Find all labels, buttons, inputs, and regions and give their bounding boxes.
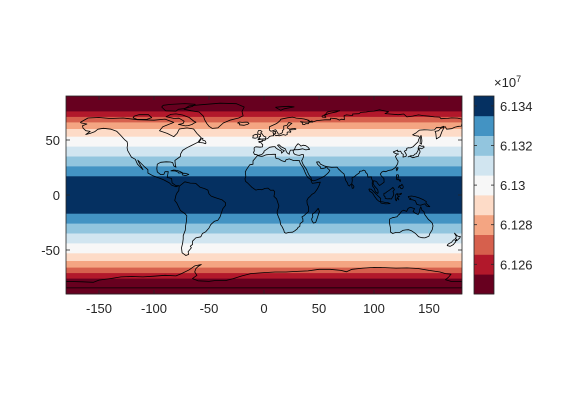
band-3 bbox=[66, 122, 462, 129]
band-11 bbox=[66, 224, 462, 234]
colorbar-level-2 bbox=[474, 235, 494, 255]
y-tick-label: 0 bbox=[53, 188, 60, 203]
latitude-bands bbox=[66, 96, 462, 294]
band-15 bbox=[66, 261, 462, 268]
colorbar-exponent: ×107 bbox=[494, 74, 521, 90]
colorbar-level-4 bbox=[474, 195, 494, 215]
x-tick-label: 150 bbox=[418, 301, 440, 316]
colorbar-level-6 bbox=[474, 155, 494, 175]
x-tick-label: 0 bbox=[260, 301, 267, 316]
band-10 bbox=[66, 214, 462, 224]
colorbar-level-0 bbox=[474, 274, 494, 294]
band-9 bbox=[66, 176, 462, 214]
band-12 bbox=[66, 234, 462, 244]
colorbar-tick-label: 6.134 bbox=[500, 99, 533, 114]
band-7 bbox=[66, 157, 462, 167]
colorbar-tick-label: 6.126 bbox=[500, 257, 533, 272]
x-tick-label: -100 bbox=[141, 301, 167, 316]
band-14 bbox=[66, 253, 462, 261]
colorbar-tick-label: 6.132 bbox=[500, 139, 533, 154]
colorbar-level-8 bbox=[474, 116, 494, 136]
band-8 bbox=[66, 166, 462, 176]
colorbar-tick-label: 6.13 bbox=[500, 178, 525, 193]
x-tick-label: -50 bbox=[200, 301, 219, 316]
y-tick-label: -50 bbox=[41, 243, 60, 258]
y-tick-label: 50 bbox=[46, 133, 60, 148]
colorbar-tick-label: 6.128 bbox=[500, 218, 533, 233]
band-17 bbox=[66, 273, 462, 279]
x-tick-label: -150 bbox=[86, 301, 112, 316]
x-tick-label: 50 bbox=[312, 301, 326, 316]
x-tick-label: 100 bbox=[363, 301, 385, 316]
band-5 bbox=[66, 137, 462, 147]
band-2 bbox=[66, 117, 462, 123]
band-13 bbox=[66, 243, 462, 253]
